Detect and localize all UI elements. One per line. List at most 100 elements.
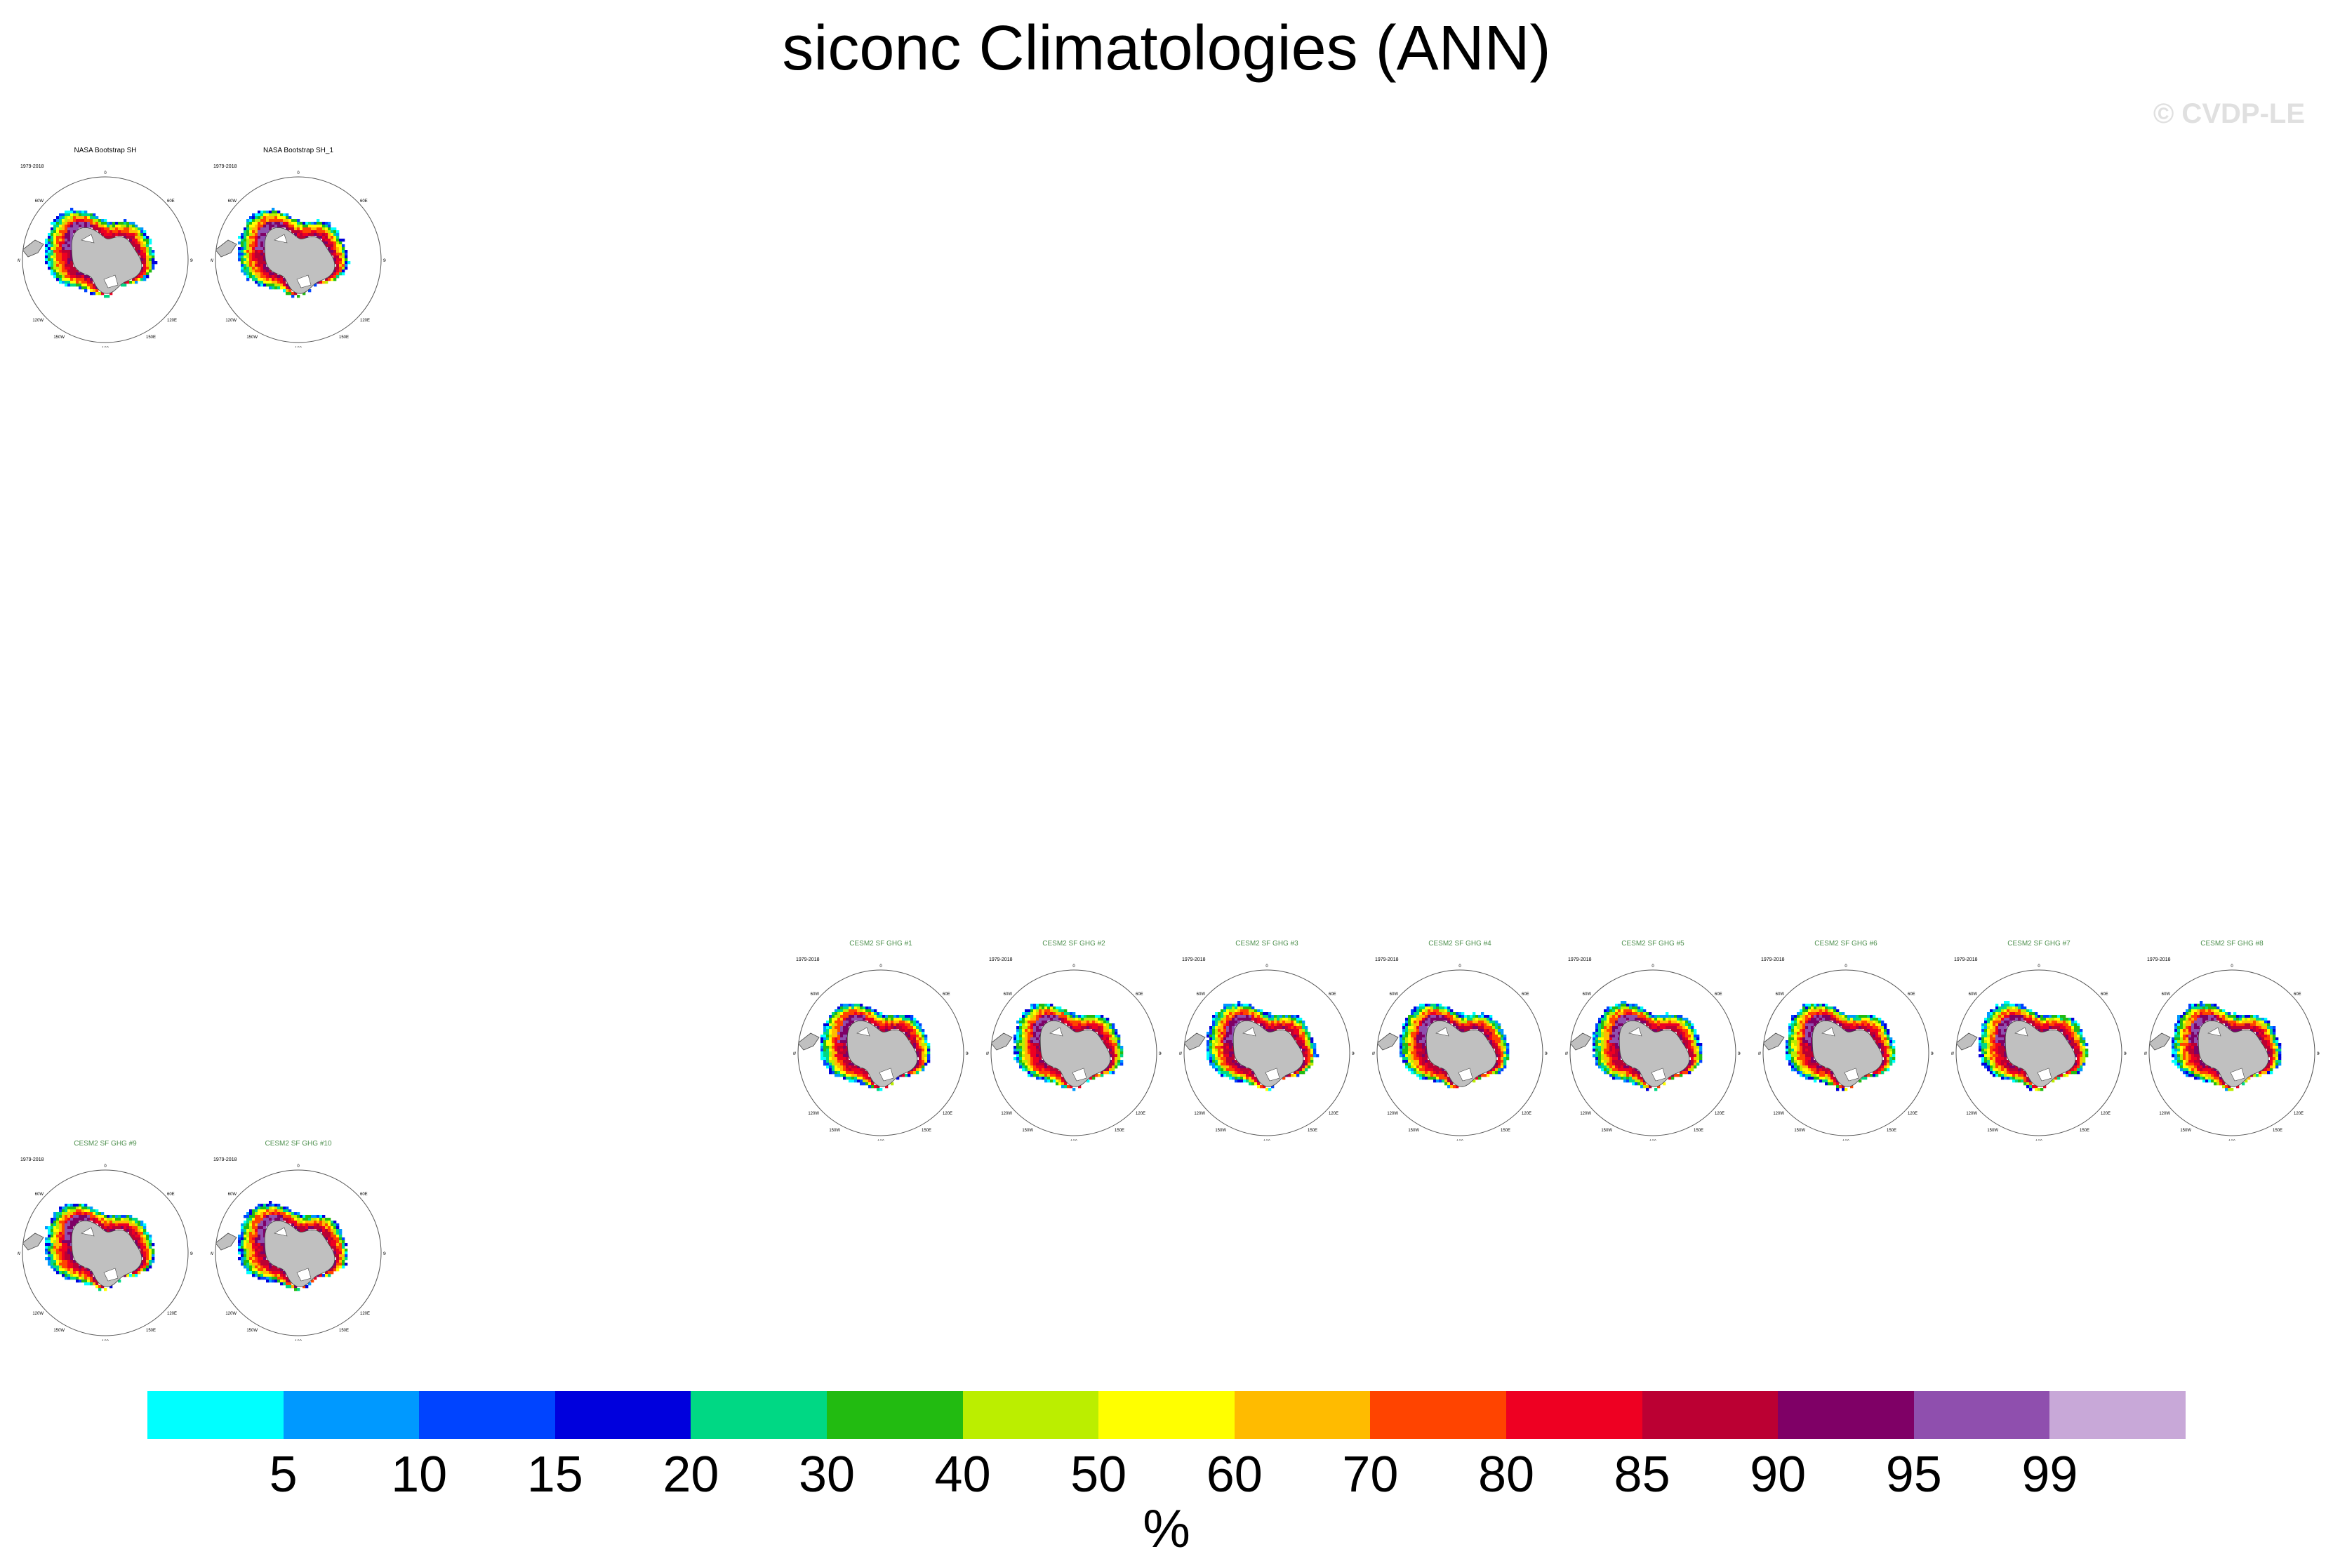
ice-cell	[67, 241, 71, 245]
ice-cell	[1221, 1049, 1224, 1052]
ice-cell	[252, 230, 255, 234]
ice-cell	[266, 216, 270, 220]
ice-cell	[1425, 1023, 1428, 1027]
ice-cell	[1450, 1082, 1454, 1086]
ice-cell	[258, 225, 261, 228]
ice-cell	[93, 213, 96, 217]
ice-cell	[1694, 1043, 1697, 1047]
ice-cell	[90, 284, 93, 287]
ice-cell	[826, 1040, 830, 1044]
ice-cell	[1243, 1009, 1247, 1013]
ice-cell	[1117, 1051, 1121, 1055]
ice-cell	[1489, 1023, 1493, 1027]
ice-cell	[837, 1057, 841, 1061]
ice-cell	[2001, 1063, 2005, 1066]
ice-cell	[874, 1018, 877, 1021]
ice-cell	[1098, 1026, 1101, 1030]
ice-cell	[832, 1023, 835, 1027]
ice-cell	[1794, 1065, 1797, 1069]
ice-cell	[905, 1021, 908, 1024]
ice-cell	[258, 284, 261, 287]
ice-cell	[2188, 1009, 2192, 1013]
ice-cell	[1791, 1051, 1795, 1055]
ice-cell	[2188, 1004, 2192, 1007]
ice-cell	[280, 284, 284, 287]
ice-cell	[1044, 1071, 1048, 1075]
ice-cell	[1814, 1012, 1817, 1016]
ice-cell	[1660, 1021, 1663, 1024]
ice-cell	[59, 258, 62, 262]
ice-cell	[1411, 1065, 1414, 1069]
ice-cell	[2074, 1054, 2078, 1058]
ice-cell	[1808, 1035, 1812, 1038]
ice-cell	[1990, 1026, 1993, 1030]
ice-cell	[53, 253, 57, 256]
ice-cell	[2186, 1009, 2189, 1013]
ice-cell	[112, 233, 116, 237]
ice-cell	[1249, 1077, 1252, 1080]
ice-cell	[1422, 1012, 1425, 1016]
ice-cell	[2023, 1071, 2027, 1075]
ice-cell	[1033, 1049, 1037, 1052]
ice-cell	[2001, 1057, 2005, 1061]
map-panel-model-3: CESM2 SF GHG #31979-2018018090W90E60W60E…	[1179, 937, 1355, 1141]
ice-cell	[246, 258, 250, 262]
ice-cell	[73, 211, 77, 214]
ice-cell	[1408, 1060, 1411, 1063]
ice-cell	[879, 1023, 883, 1027]
ice-cell	[1984, 1026, 1988, 1030]
ice-cell	[1013, 1035, 1017, 1038]
ice-cell	[149, 258, 152, 262]
ice-cell	[2021, 1079, 2024, 1083]
ice-cell	[1987, 1032, 1990, 1035]
ice-cell	[1036, 1043, 1039, 1047]
ice-cell	[2256, 1015, 2259, 1018]
ice-cell	[1212, 1051, 1216, 1055]
ice-cell	[1816, 1009, 1820, 1013]
ice-cell	[837, 1012, 841, 1016]
ice-cell	[1019, 1037, 1023, 1041]
ice-cell	[1604, 1023, 1607, 1027]
ice-cell	[1033, 1012, 1037, 1016]
ice-cell	[2242, 1023, 2245, 1027]
ice-cell	[2071, 1065, 2075, 1069]
ice-cell	[1881, 1063, 1885, 1066]
ice-cell	[249, 216, 253, 220]
ice-cell	[1112, 1046, 1115, 1049]
ice-cell	[1025, 1015, 1028, 1018]
ice-cell	[2074, 1065, 2078, 1069]
ice-cell	[1282, 1021, 1286, 1024]
ice-cell	[249, 253, 253, 256]
ice-cell	[1691, 1026, 1694, 1030]
ice-cell	[1475, 1023, 1479, 1027]
ice-cell	[843, 1015, 846, 1018]
ice-cell	[843, 1074, 846, 1077]
ice-cell	[336, 250, 340, 253]
ice-cell	[1025, 1060, 1028, 1063]
ice-cell	[1229, 1037, 1232, 1041]
ice-cell	[1039, 1032, 1042, 1035]
ice-cell	[1221, 1009, 1224, 1013]
ice-cell	[1864, 1026, 1868, 1030]
ice-cell	[2194, 1026, 2198, 1030]
ice-cell	[1419, 1065, 1423, 1069]
ice-cell	[2004, 1060, 2007, 1063]
ice-cell	[1484, 1015, 1487, 1018]
ice-cell	[272, 222, 275, 225]
ice-cell	[1249, 1074, 1252, 1077]
ice-cell	[48, 236, 51, 239]
ice-cell	[1805, 1068, 1809, 1072]
ice-cell	[1677, 1074, 1680, 1077]
ice-cell	[1302, 1060, 1305, 1063]
ice-cell	[322, 222, 326, 225]
ice-cell	[95, 225, 99, 228]
ice-cell	[2270, 1037, 2273, 1041]
ice-cell	[1691, 1051, 1694, 1055]
ice-cell	[1416, 1009, 1420, 1013]
ice-cell	[1428, 1009, 1431, 1013]
ice-cell	[1109, 1065, 1112, 1069]
south-america-landmass	[1570, 1032, 1592, 1051]
ice-cell	[823, 1046, 827, 1049]
ice-cell	[1489, 1029, 1493, 1032]
ice-cell	[1699, 1043, 1703, 1047]
